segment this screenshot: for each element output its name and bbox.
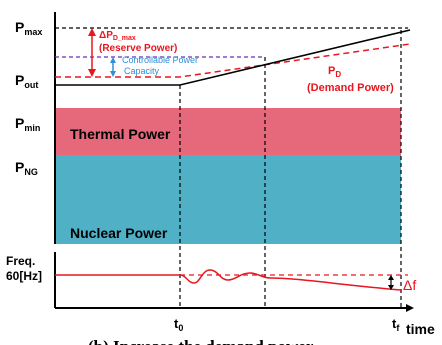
delta-pd-max-label: ΔPD_max bbox=[99, 30, 136, 42]
controllable-arrow-head-bottom bbox=[110, 71, 116, 77]
controllable-power-label: Controllable Power bbox=[122, 55, 198, 65]
freq-label: Freq. bbox=[6, 254, 35, 268]
reserve-arrow-head-bottom bbox=[88, 69, 96, 77]
reserve-power-label: (Reserve Power) bbox=[99, 43, 177, 54]
t0-label: t0 bbox=[174, 316, 183, 333]
time-label: time bbox=[406, 321, 435, 337]
controllable-arrow-head-top bbox=[110, 57, 116, 63]
pmax-label: Pmax bbox=[15, 19, 42, 37]
nuclear-power-label: Nuclear Power bbox=[70, 225, 168, 241]
delta-f-arrow-head-bottom bbox=[388, 285, 394, 290]
thermal-power-band bbox=[55, 108, 401, 155]
nuclear-power-band bbox=[55, 155, 401, 244]
freq-60hz-label: 60[Hz] bbox=[6, 269, 42, 283]
delta-f-label: Δf bbox=[403, 277, 416, 293]
demand-power-line bbox=[55, 43, 411, 78]
thermal-power-label: Thermal Power bbox=[70, 126, 171, 142]
time-axis-arrow bbox=[406, 304, 414, 312]
tf-label: tf bbox=[392, 316, 400, 333]
capacity-label: Capacity bbox=[124, 66, 160, 76]
png-label: PNG bbox=[15, 159, 38, 177]
pmin-label: Pmin bbox=[15, 115, 40, 133]
delta-f-arrow-head-top bbox=[388, 275, 394, 280]
frequency-curve bbox=[55, 269, 402, 291]
pd-label: PD bbox=[328, 65, 341, 79]
figure-caption: (b) Increase the demand power bbox=[88, 337, 314, 345]
pout-label: Pout bbox=[15, 72, 38, 90]
demand-power-label: (Demand Power) bbox=[307, 82, 394, 94]
reserve-arrow-head-top bbox=[88, 28, 96, 36]
